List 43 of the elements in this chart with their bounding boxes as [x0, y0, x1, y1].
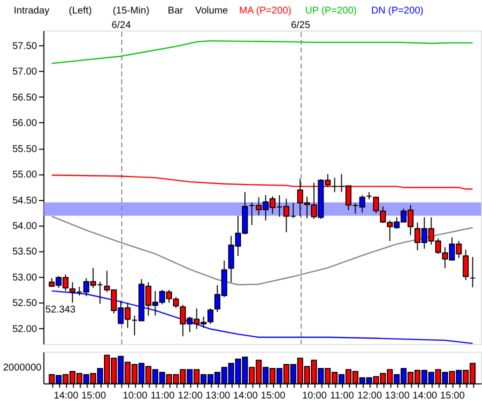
text: (Left)	[68, 6, 92, 17]
y-tick-label: 53.50	[12, 246, 38, 258]
x-tick-label: 14:00	[54, 390, 79, 402]
x-tick-label: 12:00	[178, 390, 204, 402]
y-tick-label: 54.00	[12, 221, 38, 232]
x-tick-label: 14:00	[233, 390, 258, 402]
line-series	[51, 40, 474, 64]
candlestick	[462, 249, 469, 281]
y-tick-label: 52.00	[12, 324, 38, 335]
x-tick-label: 13:00	[384, 390, 410, 402]
y-tick-label: 54.50	[12, 195, 38, 206]
y-tick-label: 52.50	[12, 298, 38, 310]
y-tick-label: 55.50	[12, 144, 38, 155]
x-tick-label: 6/24	[112, 20, 132, 32]
y-tick-label: 53.00	[12, 272, 38, 284]
text: (15-Min)	[112, 6, 150, 17]
annotation: 52.343	[45, 304, 76, 316]
x-tick-label: 15:00	[440, 390, 466, 402]
text: DN (P=200)	[371, 6, 424, 17]
text: Intraday	[14, 6, 50, 17]
x-tick-label: 13:00	[206, 390, 231, 402]
x-tick-label: 10:00	[302, 390, 328, 402]
y-tick-label: 55.00	[12, 170, 38, 181]
x-tick-label: 14:00	[412, 390, 438, 402]
text: UP (P=200)	[305, 6, 357, 17]
text: Volume	[195, 6, 229, 17]
x-tick-label: 11:00	[330, 390, 355, 402]
y-tick-label: 56.00	[12, 118, 38, 130]
y-tick-label: 57.50	[12, 40, 38, 52]
y-tick-label: 57.00	[12, 66, 38, 78]
x-tick-label: 15:00	[81, 390, 106, 402]
text: Bar	[168, 6, 184, 17]
x-tick-label: 6/25	[291, 20, 311, 32]
x-tick-label: 10:00	[122, 390, 148, 402]
candlestick	[470, 256, 476, 288]
text: MA (P=200)	[239, 6, 292, 17]
candlestick	[366, 192, 372, 200]
candlestick	[332, 177, 338, 193]
text: 2000000	[3, 362, 42, 374]
x-tick-label: 12:00	[357, 390, 382, 402]
x-tick-label: 11:00	[150, 390, 176, 402]
x-tick-label: 15:00	[260, 390, 286, 402]
y-tick-label: 56.50	[12, 92, 38, 104]
